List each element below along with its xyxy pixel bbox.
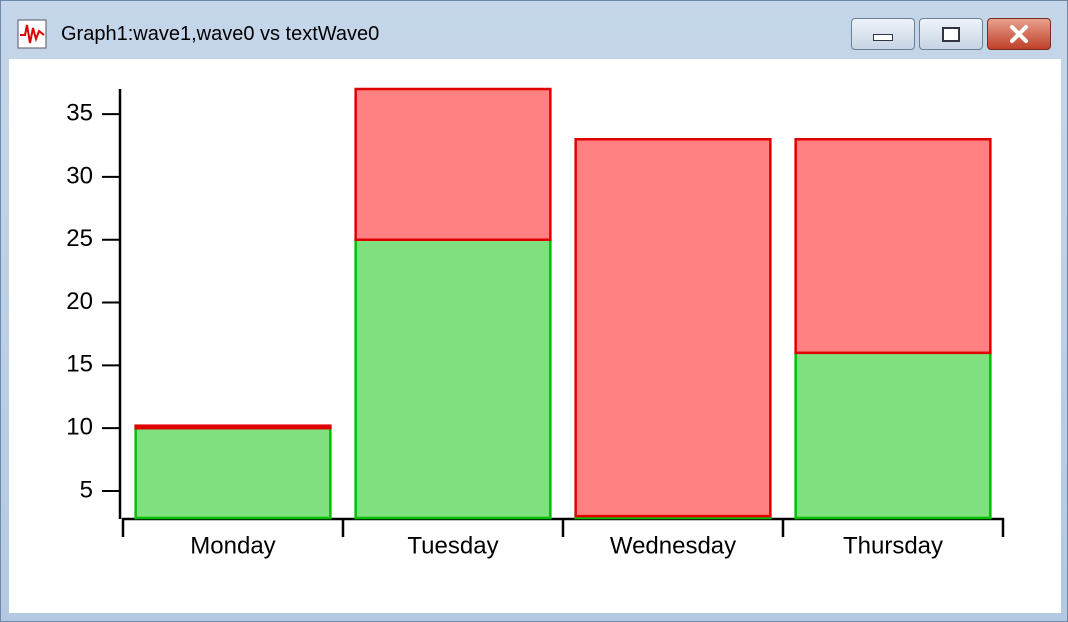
bar-segment	[134, 424, 332, 430]
y-tick-label: 15	[66, 351, 93, 378]
graph-area: 5 10 15 20 25 30 35 Monday Tuesday Wednesday Thurs…	[9, 59, 1061, 613]
close-button[interactable]	[987, 18, 1051, 50]
minimize-button[interactable]	[851, 18, 915, 50]
y-tick-label: 35	[66, 99, 93, 126]
x-tick-label: Monday	[190, 532, 275, 559]
x-tick-label: Tuesday	[407, 532, 498, 559]
bar-segment	[354, 87, 552, 241]
y-tick-label: 20	[66, 288, 93, 315]
x-tick-label: Thursday	[843, 532, 943, 559]
bar-segment	[574, 137, 772, 518]
bar-segment	[794, 351, 992, 520]
bar-segment	[794, 137, 992, 355]
maximize-button[interactable]	[919, 18, 983, 50]
window-title: Graph1:wave1,wave0 vs textWave0	[61, 23, 380, 45]
y-tick-label: 5	[80, 476, 93, 503]
y-tick-label: 30	[66, 162, 93, 189]
x-tick-label: Wednesday	[610, 532, 736, 559]
app-icon	[17, 19, 47, 49]
bar-segment	[134, 426, 332, 520]
y-tick-label: 25	[66, 225, 93, 252]
y-tick-label: 10	[66, 414, 93, 441]
chart: 5 10 15 20 25 30 35 Monday Tuesday Wednesday Thurs…	[66, 87, 1005, 559]
bar-segment	[354, 238, 552, 520]
